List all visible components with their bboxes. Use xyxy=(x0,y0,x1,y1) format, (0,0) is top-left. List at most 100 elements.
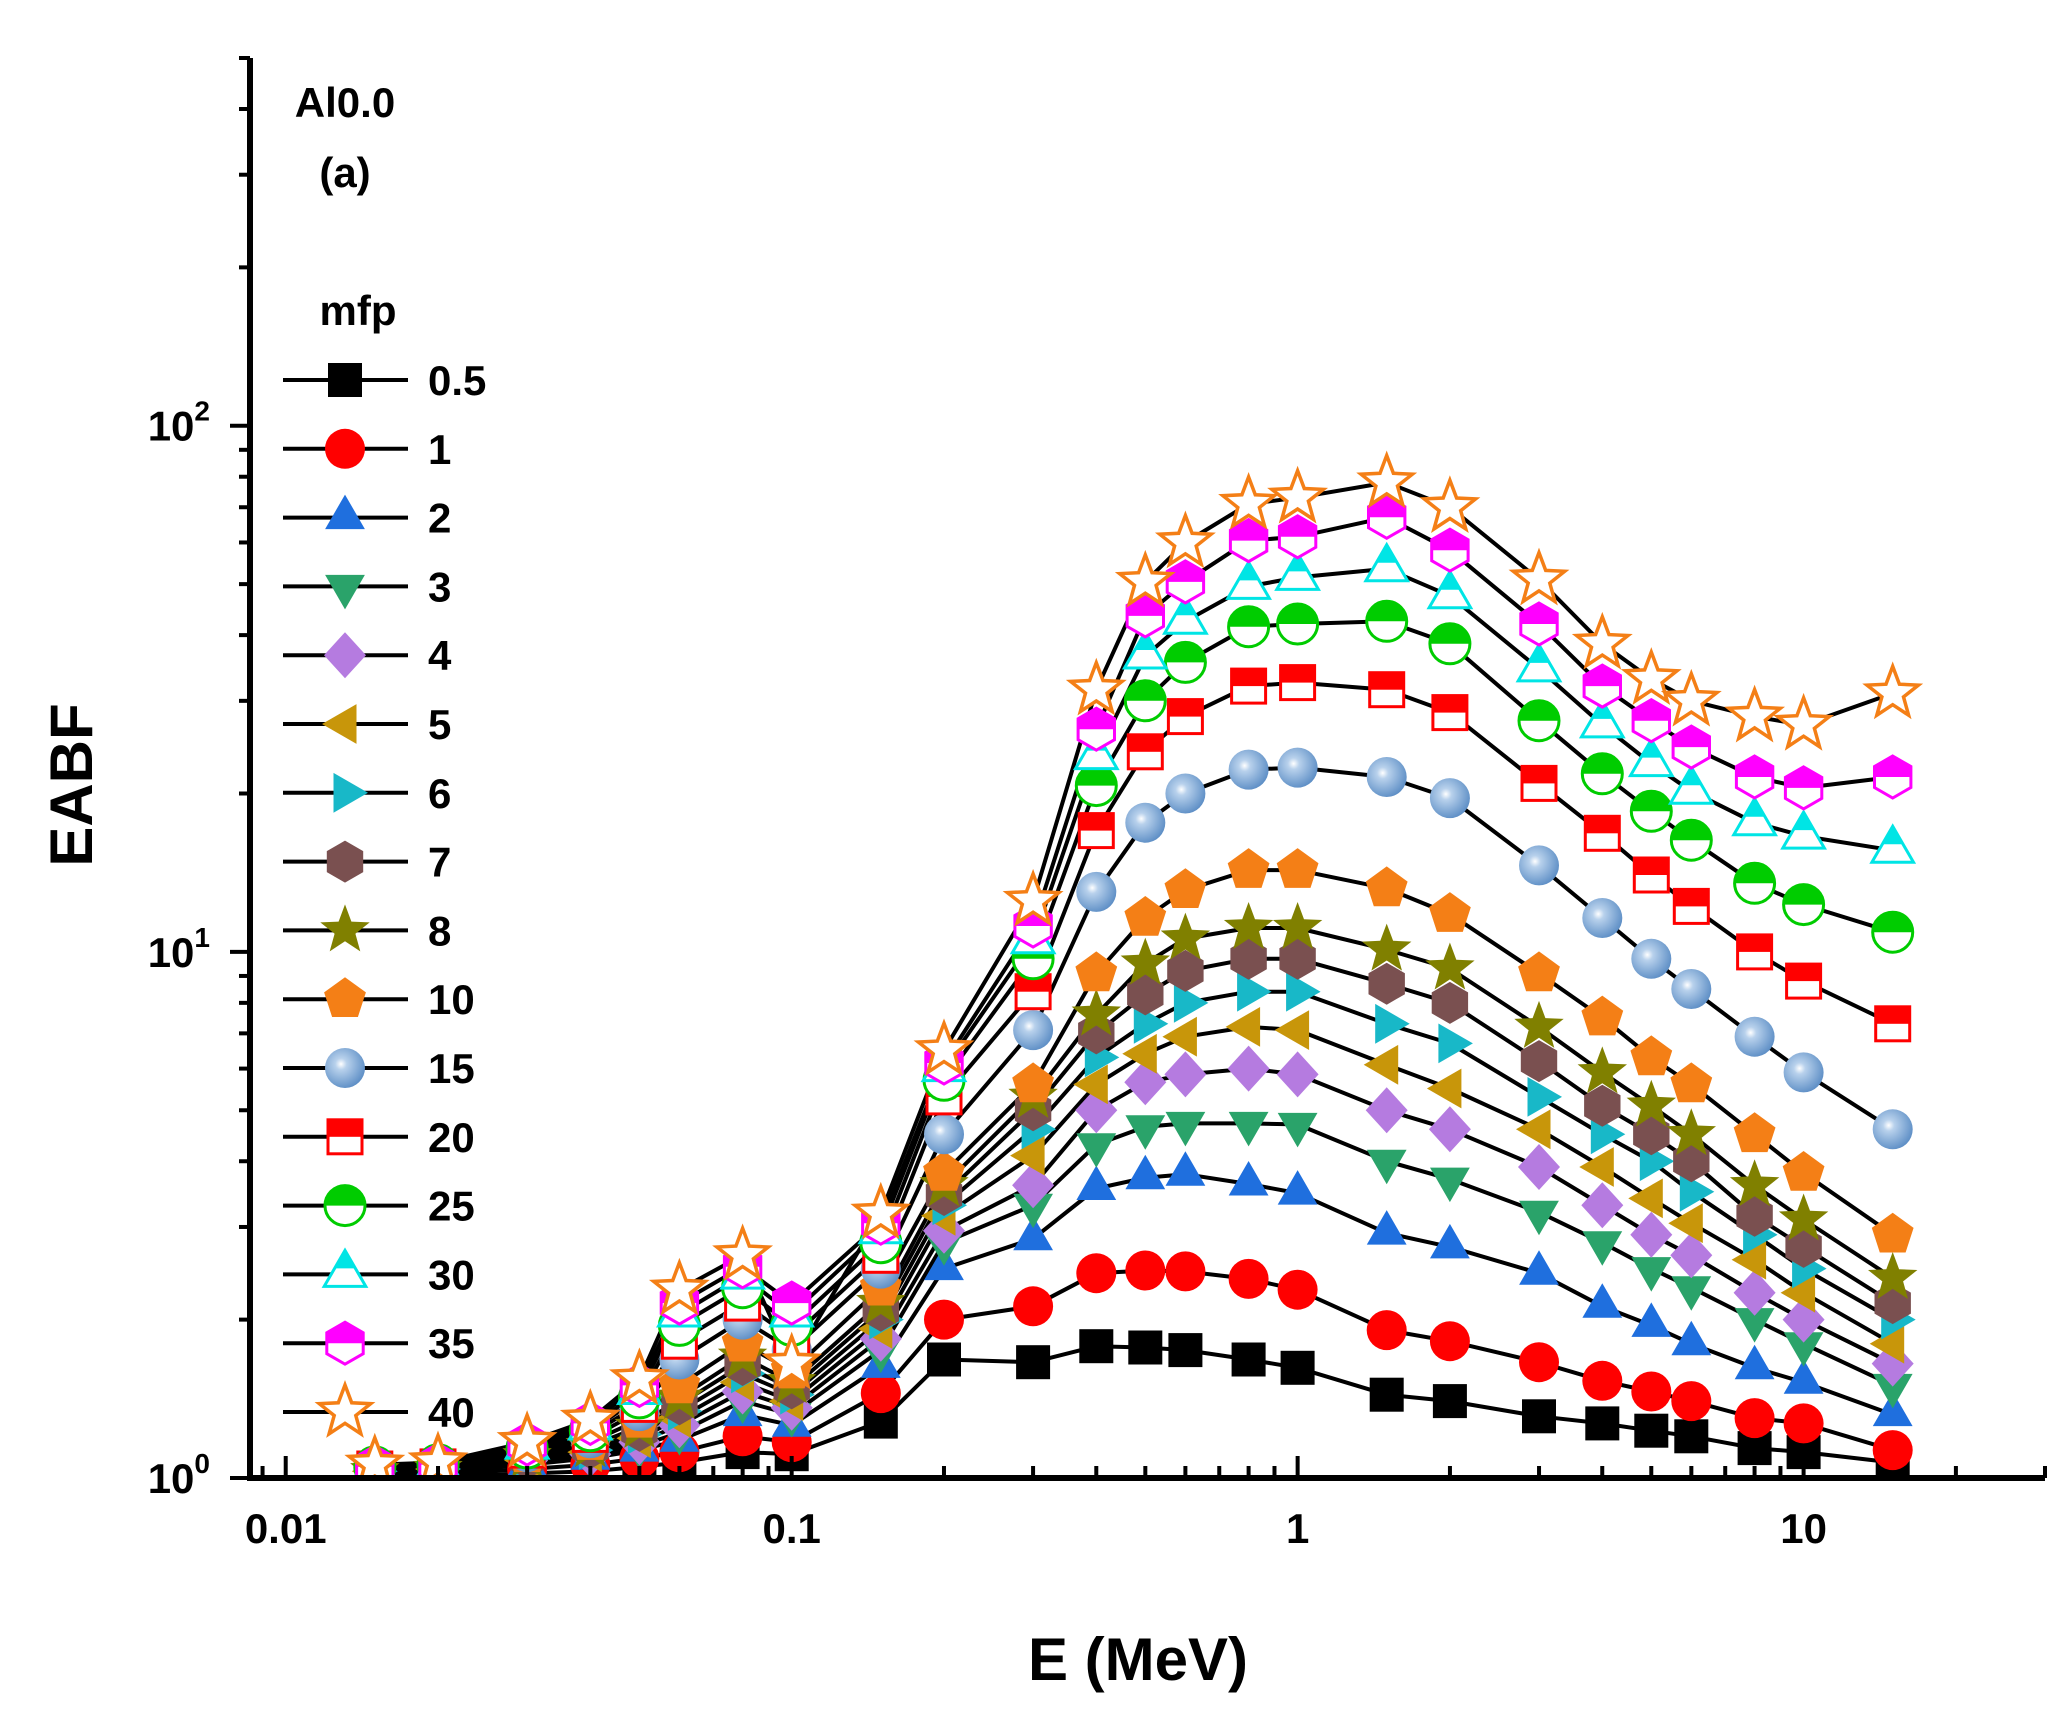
data-point xyxy=(1668,1203,1703,1244)
legend-entry: 20 xyxy=(283,1114,475,1161)
data-point xyxy=(1076,1253,1117,1294)
data-point xyxy=(1736,1194,1773,1237)
data-point xyxy=(1276,602,1320,646)
data-point xyxy=(1277,1112,1318,1148)
legend-entry: 7 xyxy=(283,839,451,886)
data-point xyxy=(1228,1161,1269,1196)
data-point xyxy=(1165,559,1206,605)
data-point xyxy=(1773,692,1835,751)
data-point xyxy=(1580,752,1624,796)
legend-marker xyxy=(325,494,365,530)
data-point xyxy=(1780,809,1827,850)
data-point xyxy=(1167,949,1204,992)
annotation-line-2: (a) xyxy=(319,149,370,196)
data-point xyxy=(1520,1040,1558,1083)
data-point xyxy=(496,1410,558,1468)
data-point xyxy=(1225,1007,1261,1047)
data-point xyxy=(1733,1112,1776,1153)
data-point xyxy=(1356,450,1418,509)
legend-label: 1 xyxy=(428,426,451,473)
data-point xyxy=(1734,1016,1775,1057)
legend-marker xyxy=(321,1247,369,1288)
data-point xyxy=(1518,1144,1560,1190)
data-point xyxy=(1778,1193,1829,1241)
legend-label: 0.5 xyxy=(428,357,486,404)
data-point xyxy=(1076,706,1117,752)
data-point xyxy=(1426,568,1474,610)
data-point xyxy=(1871,1212,1914,1253)
data-point xyxy=(1128,1330,1163,1365)
data-point xyxy=(1780,1272,1816,1313)
data-point xyxy=(712,1223,774,1282)
data-point xyxy=(1431,694,1469,732)
data-point xyxy=(1670,1062,1713,1103)
data-point xyxy=(1165,1251,1206,1292)
legend-entry: 5 xyxy=(283,701,451,748)
data-point xyxy=(1514,1000,1564,1048)
data-point xyxy=(1783,1403,1824,1444)
data-point xyxy=(1431,981,1469,1024)
data-point xyxy=(1785,962,1823,1000)
data-point xyxy=(722,1416,763,1457)
legend-marker xyxy=(326,1118,364,1156)
data-point xyxy=(1672,887,1710,925)
x-tick-label: 0.01 xyxy=(245,1505,327,1552)
data-point xyxy=(1368,962,1405,1005)
data-point xyxy=(1279,937,1316,980)
data-point xyxy=(1579,1147,1614,1187)
data-point xyxy=(1428,622,1472,666)
legend-entry: 25 xyxy=(283,1183,475,1230)
legend-marker xyxy=(326,840,364,883)
data-point xyxy=(1872,1373,1913,1409)
data-point xyxy=(1154,510,1216,569)
data-point xyxy=(1783,1332,1824,1367)
legend-label: 5 xyxy=(428,701,451,748)
data-point xyxy=(1227,605,1271,649)
plot-area xyxy=(344,450,1924,1478)
data-point xyxy=(1517,699,1561,743)
data-point xyxy=(1874,1005,1912,1043)
data-point xyxy=(860,1373,901,1414)
legend-marker xyxy=(328,363,362,397)
data-point xyxy=(1632,856,1670,894)
data-point xyxy=(1631,697,1672,744)
data-point xyxy=(1013,1010,1054,1051)
data-point xyxy=(1165,773,1206,814)
data-point xyxy=(1365,599,1409,643)
data-point xyxy=(1429,1321,1470,1362)
data-point xyxy=(1071,988,1121,1036)
data-point xyxy=(850,1181,912,1240)
data-point xyxy=(1014,973,1052,1011)
legend-entry: 15 xyxy=(283,1045,475,1092)
legend-entry: 2 xyxy=(283,494,451,542)
data-point xyxy=(1674,1419,1709,1454)
data-point xyxy=(1010,1135,1045,1176)
legend-marker xyxy=(324,632,366,679)
data-point xyxy=(1277,1170,1318,1205)
legend: 0.5 1 2 3 4 5 6 7 8 10 15 20 25 30 35 40 xyxy=(283,357,486,1438)
data-point xyxy=(1124,896,1167,936)
data-point xyxy=(1438,1023,1473,1064)
data-point xyxy=(1267,465,1329,524)
data-point xyxy=(1127,973,1164,1016)
data-point xyxy=(1872,754,1913,800)
data-point xyxy=(1783,1052,1824,1093)
data-point xyxy=(1669,818,1713,862)
data-point xyxy=(1519,1342,1559,1383)
data-point xyxy=(924,1299,964,1340)
data-point xyxy=(1419,475,1481,534)
data-point xyxy=(913,1018,975,1077)
data-point xyxy=(1733,861,1777,905)
data-point xyxy=(1582,898,1623,938)
data-point xyxy=(1583,814,1621,852)
data-point xyxy=(1065,657,1127,716)
data-point xyxy=(1230,667,1268,705)
data-point xyxy=(1582,663,1623,709)
data-point xyxy=(559,1387,621,1446)
data-point xyxy=(927,1342,961,1377)
data-point xyxy=(1218,472,1280,530)
annotation-line-1: Al0.0 xyxy=(295,79,395,126)
data-point xyxy=(1582,1231,1623,1266)
data-point xyxy=(1631,938,1672,979)
data-point xyxy=(1671,1320,1712,1356)
